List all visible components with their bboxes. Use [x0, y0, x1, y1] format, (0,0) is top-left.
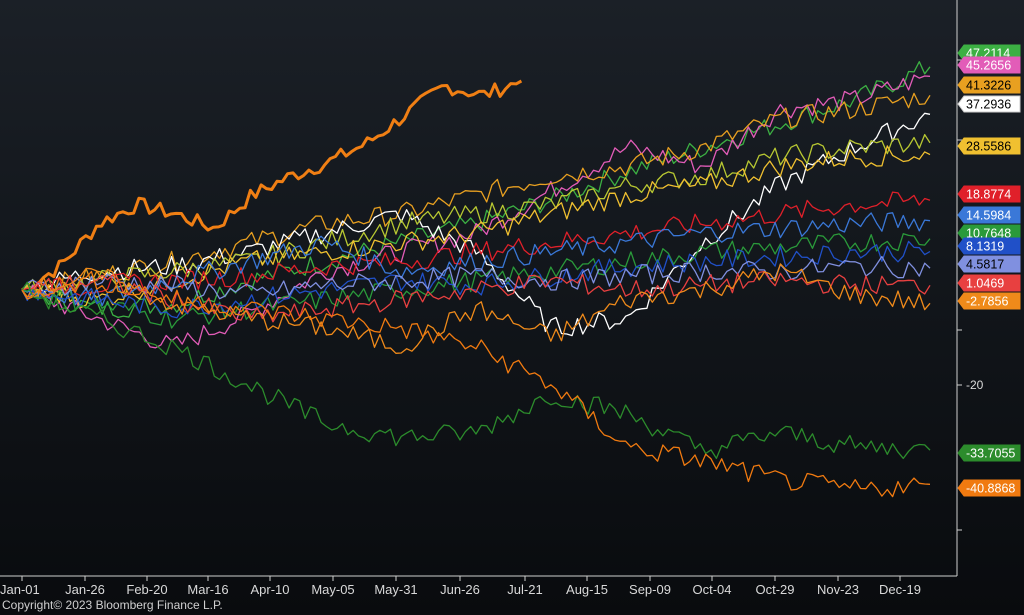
series-line [21, 233, 931, 329]
end-value-tag: 10.7648 [957, 224, 1021, 242]
end-value-tag: 8.1319 [957, 237, 1021, 255]
end-tag-label: -2.7856 [966, 295, 1008, 309]
x-tick-label: Oct-29 [755, 582, 794, 597]
end-value-tag: 45.2656 [957, 56, 1021, 74]
x-tick-label: Jul-21 [507, 582, 542, 597]
series-line [21, 92, 931, 299]
series-line [21, 263, 931, 354]
end-tag-box [957, 56, 1021, 74]
end-tag-box [957, 444, 1021, 462]
series-line [21, 133, 931, 298]
x-tick-label: Mar-16 [187, 582, 228, 597]
end-tag-box [957, 237, 1021, 255]
series-line [21, 270, 931, 323]
x-tick-label: Dec-19 [879, 582, 921, 597]
end-tag-box [957, 255, 1021, 273]
series-line [21, 240, 931, 319]
series-lines [21, 61, 931, 498]
end-tag-box [957, 76, 1021, 94]
end-value-tag: 18.8774 [957, 185, 1021, 203]
end-tag-label: 8.1319 [966, 240, 1004, 254]
end-tag-label: 10.7648 [966, 227, 1011, 241]
series-line [21, 270, 931, 498]
end-tag-box [957, 185, 1021, 203]
end-tag-label: 45.2656 [966, 59, 1011, 73]
series-line [21, 112, 931, 337]
end-tag-box [957, 292, 1021, 310]
end-tag-label: 1.0469 [966, 277, 1004, 291]
series-line [21, 74, 931, 349]
tick-group: Jan-01 Jan-26 Feb-20 Mar-16 Apr-10 May-05 May-… [0, 59, 984, 597]
end-tag-label: 28.5586 [966, 140, 1011, 154]
series-line [21, 79, 523, 292]
x-tick-label: Oct-04 [692, 582, 731, 597]
end-tag-label: 14.5984 [966, 209, 1011, 223]
end-tag-box [957, 479, 1021, 497]
end-value-tag: 37.2936 [957, 95, 1021, 113]
x-tick-label: Jan-26 [65, 582, 105, 597]
end-tag-box [957, 137, 1021, 155]
end-value-tag: 4.5817 [957, 255, 1021, 273]
end-value-tag: 14.5984 [957, 206, 1021, 224]
end-tag-box [957, 95, 1021, 113]
end-tag-label: 37.2936 [966, 98, 1011, 112]
end-tag-label: -33.7055 [966, 447, 1015, 461]
copyright-text: Copyright© 2023 Bloomberg Finance L.P. [2, 598, 223, 612]
end-value-tag: -40.8868 [957, 479, 1021, 497]
x-tick-label: Nov-23 [817, 582, 859, 597]
end-tag-label: 41.3226 [966, 79, 1011, 93]
x-tick-label: Sep-09 [629, 582, 671, 597]
end-labels: 47.211445.265641.322637.293628.558618.87… [957, 44, 1021, 497]
x-tick-label: Apr-10 [250, 582, 289, 597]
end-tag-box [957, 206, 1021, 224]
end-tag-box [957, 274, 1021, 292]
y-tick-label: -20 [966, 378, 984, 392]
x-tick-label: Jun-26 [440, 582, 480, 597]
x-tick-label: May-31 [374, 582, 417, 597]
end-value-tag: 41.3226 [957, 76, 1021, 94]
end-tag-label: -40.8868 [966, 482, 1015, 496]
end-tag-label: 18.8774 [966, 188, 1011, 202]
end-value-tag: -33.7055 [957, 444, 1021, 462]
x-tick-label: May-05 [311, 582, 354, 597]
end-value-tag: -2.7856 [957, 292, 1021, 310]
x-tick-label: Aug-15 [566, 582, 608, 597]
end-value-tag: 1.0469 [957, 274, 1021, 292]
series-line [21, 191, 931, 299]
x-tick-label: Feb-20 [126, 582, 167, 597]
end-value-tag: 28.5586 [957, 137, 1021, 155]
end-tag-label: 4.5817 [966, 258, 1004, 272]
series-line [21, 281, 931, 460]
x-tick-label: Jan-01 [0, 582, 40, 597]
